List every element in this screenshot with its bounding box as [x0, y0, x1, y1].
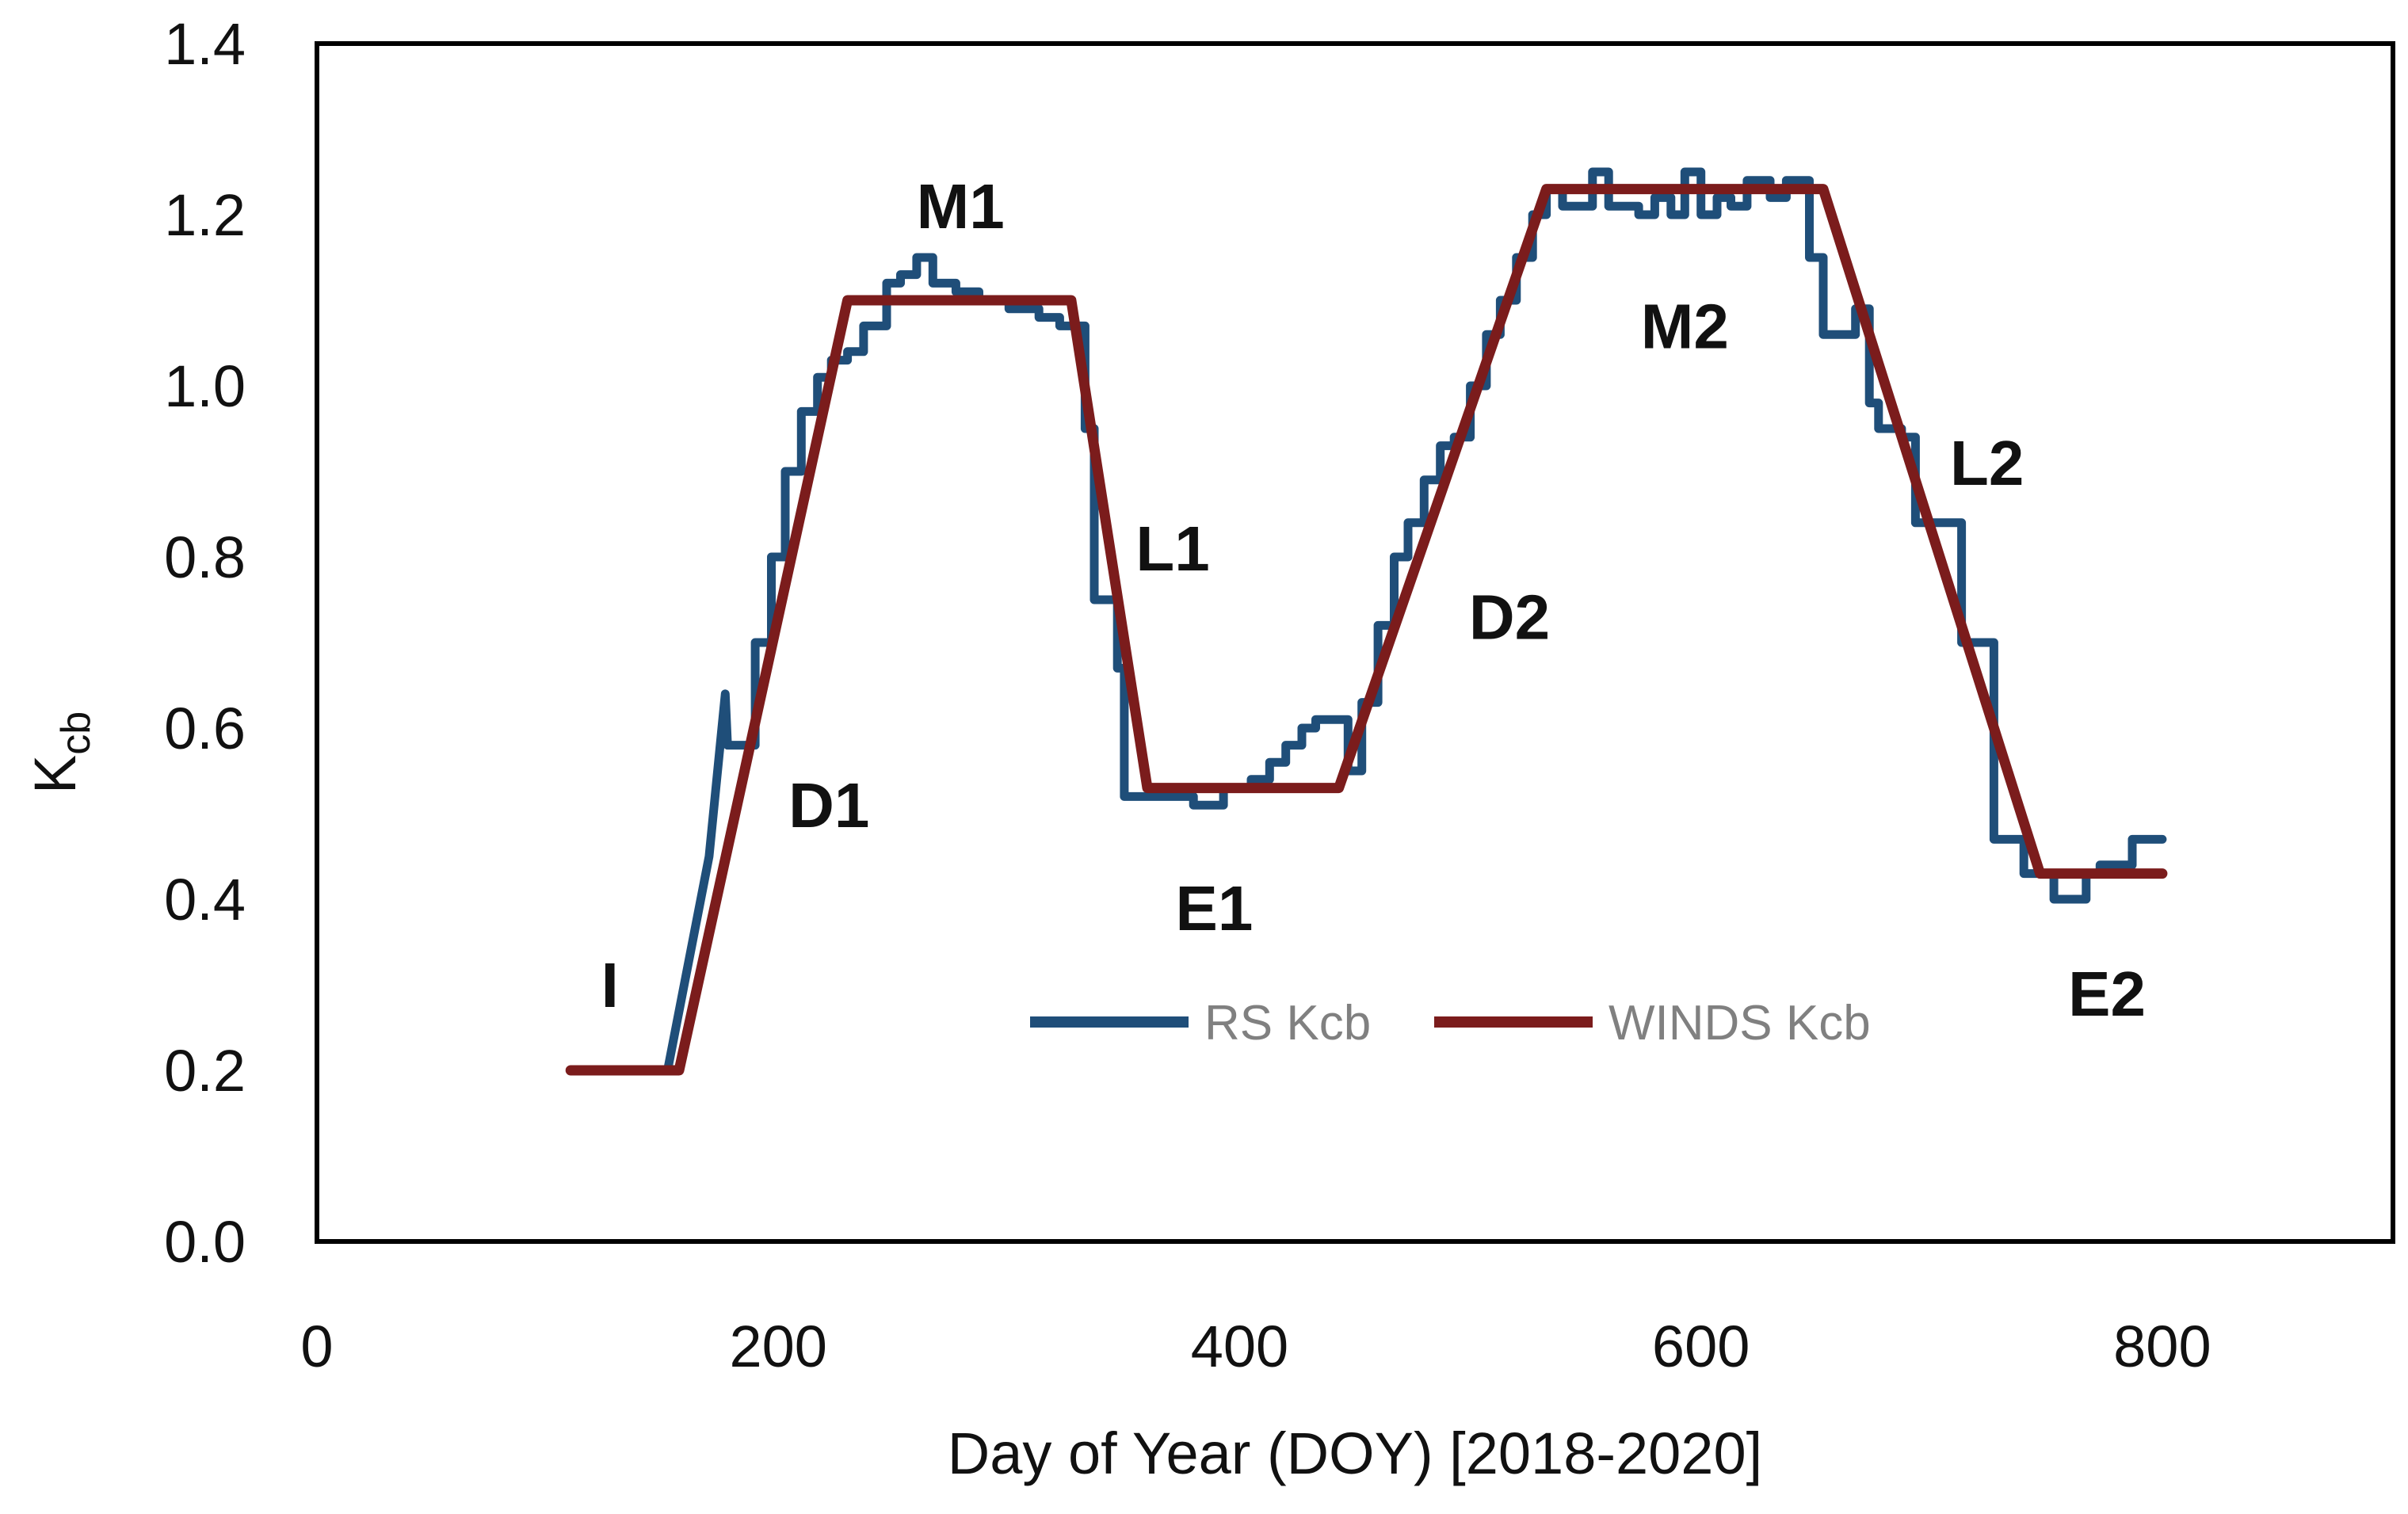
y-tick-label: 0.0 — [164, 1209, 246, 1275]
y-axis-title-sub: cb — [53, 711, 99, 755]
stage-label-e2: E2 — [2068, 959, 2146, 1029]
x-tick-label: 600 — [1652, 1314, 1750, 1379]
y-axis-title-main: K — [22, 755, 88, 794]
stage-label-m1: M1 — [917, 171, 1005, 242]
stage-label-m2: M2 — [1641, 291, 1729, 361]
y-tick-label: 0.8 — [164, 524, 246, 590]
y-tick-labels: 0.0 0.2 0.4 0.6 0.8 1.0 1.2 1.4 — [164, 11, 246, 1275]
stage-annotations: I D1 M1 L1 E1 D2 M2 L2 E2 — [601, 171, 2146, 1029]
series-layer — [565, 167, 2168, 1076]
legend-rs-label: RS Kcb — [1204, 996, 1371, 1051]
legend-winds-label: WINDS Kcb — [1609, 996, 1871, 1051]
plot-frame — [315, 41, 2395, 1244]
winds-kcb-line — [565, 184, 2168, 1076]
y-axis-title: Kcb — [22, 711, 99, 794]
stage-label-d1: D1 — [788, 770, 869, 841]
y-tick-label: 0.2 — [164, 1038, 246, 1104]
rs-kcb-line — [566, 167, 2167, 1075]
y-tick-label: 1.0 — [164, 353, 246, 419]
x-axis-title: Day of Year (DOY) [2018-2020] — [948, 1421, 1762, 1486]
stage-label-l1: L1 — [1135, 513, 1209, 584]
y-tick-label: 1.4 — [164, 11, 246, 77]
y-tick-label: 0.4 — [164, 867, 246, 932]
legend: RS Kcb WINDS Kcb — [1030, 996, 1871, 1051]
x-tick-label: 200 — [729, 1314, 826, 1379]
stage-label-l2: L2 — [1950, 428, 2024, 498]
x-tick-labels: 0 200 400 600 800 — [300, 1314, 2211, 1379]
stage-label-i: I — [601, 950, 619, 1020]
y-tick-label: 1.2 — [164, 182, 246, 248]
x-tick-label: 800 — [2113, 1314, 2211, 1379]
stage-label-e1: E1 — [1175, 873, 1253, 944]
stage-label-d2: D2 — [1469, 582, 1550, 653]
x-tick-label: 400 — [1191, 1314, 1288, 1379]
y-tick-label: 0.6 — [164, 696, 246, 761]
x-tick-label: 0 — [300, 1314, 333, 1379]
